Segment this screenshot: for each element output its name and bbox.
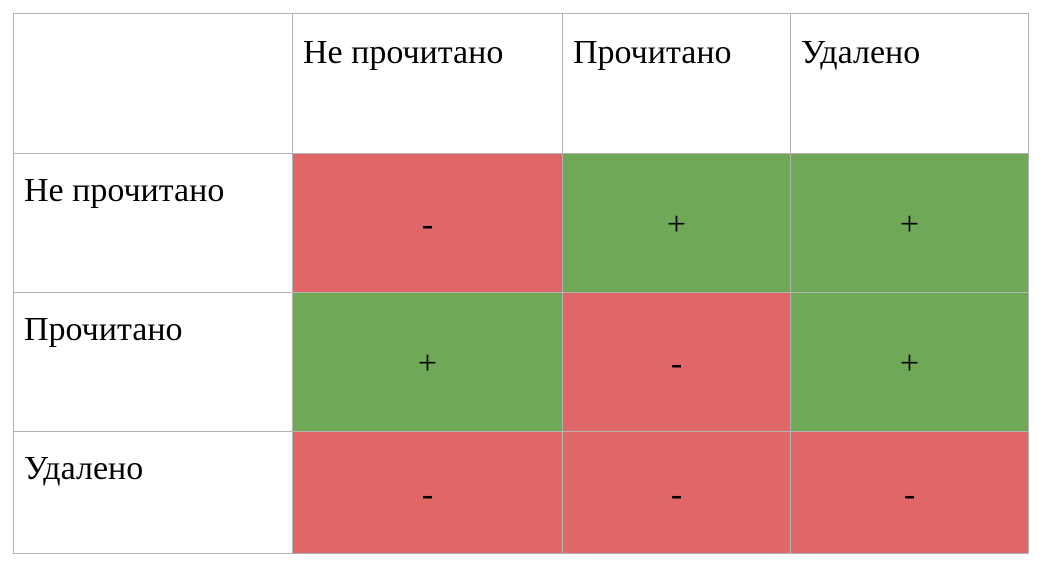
cell-value: + xyxy=(417,345,438,382)
cell-value: - xyxy=(421,475,434,513)
table-header-row: Не прочитано Прочитано Удалено xyxy=(13,13,1029,154)
cell-value: + xyxy=(899,345,920,382)
row-label-deleted: Удалено xyxy=(13,431,293,554)
matrix-cell: + xyxy=(790,292,1029,432)
matrix-cell: - xyxy=(562,292,791,432)
cell-value: - xyxy=(670,345,683,382)
matrix-cell: + xyxy=(562,153,791,293)
corner-cell xyxy=(13,13,293,154)
cell-value: - xyxy=(670,475,683,513)
matrix-cell: + xyxy=(292,292,563,432)
cell-value: - xyxy=(421,206,434,243)
matrix-cell: - xyxy=(562,431,791,554)
matrix-cell: - xyxy=(292,153,563,293)
table-row-deleted: Удалено - - - xyxy=(13,431,1029,554)
table-row-unread: Не прочитано - + + xyxy=(13,153,1029,293)
table-row-read: Прочитано + - + xyxy=(13,292,1029,432)
cell-value: + xyxy=(666,206,687,243)
column-header-read: Прочитано xyxy=(562,13,791,154)
cell-value: + xyxy=(899,206,920,243)
cell-value: - xyxy=(903,475,916,513)
matrix-cell: + xyxy=(790,153,1029,293)
status-transition-table: Не прочитано Прочитано Удалено Не прочит… xyxy=(13,13,1029,554)
matrix-cell: - xyxy=(292,431,563,554)
matrix-cell: - xyxy=(790,431,1029,554)
column-header-deleted: Удалено xyxy=(790,13,1029,154)
row-label-read: Прочитано xyxy=(13,292,293,432)
row-label-unread: Не прочитано xyxy=(13,153,293,293)
column-header-unread: Не прочитано xyxy=(292,13,563,154)
